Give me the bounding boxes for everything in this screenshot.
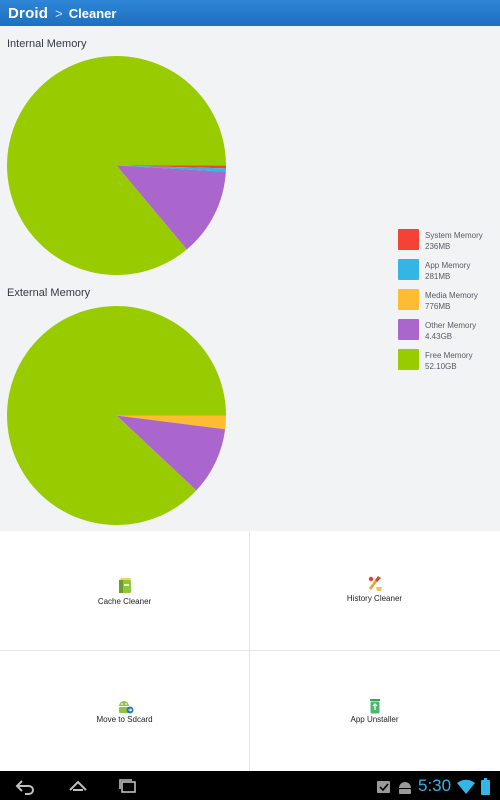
history-cleaner-button[interactable]: History Cleaner xyxy=(250,531,499,650)
system-navigation-bar: 5:30 xyxy=(0,771,500,800)
app-uninstaller-icon xyxy=(369,699,380,714)
legend-value: 236MB xyxy=(425,242,451,251)
free-memory-swatch xyxy=(398,349,419,370)
internal-app-slice xyxy=(116,165,226,172)
legend-value: 281MB xyxy=(425,272,451,281)
internal-other-slice xyxy=(116,165,226,250)
external-memory-title: External Memory xyxy=(7,287,91,299)
external-memory-pie-chart xyxy=(7,306,226,525)
clock: 5:30 xyxy=(418,776,452,795)
system-memory-swatch xyxy=(398,229,419,250)
internal-memory-pie-chart xyxy=(7,56,226,275)
legend-label: App Memory xyxy=(425,261,471,270)
legend-item-media: Media Memory 776MB xyxy=(398,287,498,317)
legend-item-free: Free Memory 52.10GB xyxy=(398,347,498,377)
memory-overview: Internal Memory External Memory System M… xyxy=(0,26,500,531)
media-memory-swatch xyxy=(398,289,419,310)
legend-label: Media Memory xyxy=(425,291,478,300)
cache-cleaner-icon xyxy=(118,578,131,593)
title-bar: Droid > Cleaner xyxy=(0,0,500,26)
cache-cleaner-label: Cache Cleaner xyxy=(97,597,152,606)
memory-legend: System Memory 236MB App Memory 281MB Med… xyxy=(398,227,498,377)
app-memory-swatch xyxy=(398,259,419,280)
internal-memory-title: Internal Memory xyxy=(7,38,87,50)
legend-value: 52.10GB xyxy=(425,362,457,371)
battery-icon xyxy=(481,778,490,795)
internal-free-slice xyxy=(7,56,226,275)
other-memory-swatch xyxy=(398,319,419,340)
home-icon[interactable] xyxy=(66,776,90,796)
app-name[interactable]: Droid xyxy=(8,4,49,22)
recent-apps-icon[interactable] xyxy=(116,776,140,796)
cache-cleaner-button[interactable]: Cache Cleaner xyxy=(0,531,249,650)
external-free-slice xyxy=(7,306,226,525)
back-icon[interactable] xyxy=(14,776,38,796)
legend-item-app: App Memory 281MB xyxy=(398,257,498,287)
external-other-slice xyxy=(116,415,226,491)
tools-grid: Cache Cleaner History Cleaner Move to Sd… xyxy=(0,531,500,771)
history-cleaner-icon xyxy=(368,576,382,591)
notification-task-icon xyxy=(377,781,390,793)
grid-divider xyxy=(0,650,500,651)
legend-value: 4.43GB xyxy=(425,332,453,341)
wifi-icon xyxy=(457,779,475,794)
history-cleaner-label: History Cleaner xyxy=(346,594,403,603)
legend-label: System Memory xyxy=(425,231,483,240)
legend-value: 776MB xyxy=(425,302,451,311)
breadcrumb-separator: > xyxy=(55,5,63,21)
internal-system-slice xyxy=(116,165,226,169)
move-to-sdcard-label: Move to Sdcard xyxy=(96,715,153,724)
legend-label: Free Memory xyxy=(425,351,473,360)
page-title: Cleaner xyxy=(68,5,117,21)
grid-divider xyxy=(249,531,250,771)
external-media-slice xyxy=(116,415,226,430)
move-to-sdcard-icon xyxy=(118,701,133,714)
app-uninstaller-button[interactable]: App Unstaller xyxy=(250,651,499,770)
legend-label: Other Memory xyxy=(425,321,477,330)
legend-item-other: Other Memory 4.43GB xyxy=(398,317,498,347)
android-notification-icon xyxy=(399,782,411,794)
legend-item-system: System Memory 236MB xyxy=(398,227,498,257)
move-to-sdcard-button[interactable]: Move to Sdcard xyxy=(0,651,249,770)
app-uninstaller-label: App Unstaller xyxy=(350,715,399,724)
